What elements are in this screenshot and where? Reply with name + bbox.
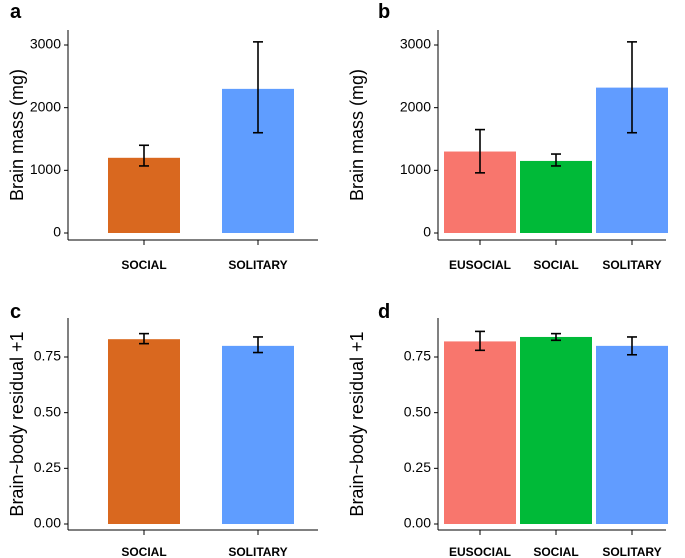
error-bar-solitary [253, 336, 263, 354]
x-tick-label: EUSOCIAL [449, 545, 511, 558]
x-tick-label: SOLITARY [228, 545, 287, 558]
panel-b: b Brain mass (mg) 0 1000 2000 3000 EUSOCIAL SOC… [347, 1, 668, 272]
panel-c: c Brain~body residual +1 0.00 0.25 0.50 0.75 S… [7, 301, 318, 558]
y-axis-label: Brain~body residual +1 [347, 331, 367, 516]
y-tick-label: 0.75 [34, 348, 61, 364]
bar-social [108, 157, 180, 233]
x-tick-label: SOLITARY [602, 545, 661, 558]
y-tick-label: 2000 [30, 98, 61, 114]
error-bar-eusocial [475, 330, 485, 352]
bar-social [108, 339, 180, 524]
bar-eusocial [444, 341, 516, 524]
y-tick-label: 0.25 [34, 459, 61, 475]
y-tick-label: 0.00 [34, 515, 61, 531]
x-tick-label: SOCIAL [533, 258, 578, 272]
y-tick-label: 0.00 [404, 515, 431, 531]
panel-d: d Brain~body residual +1 0.00 0.25 0.50 0.75 E… [347, 301, 668, 558]
y-tick-label: 2000 [400, 98, 431, 114]
y-tick-label: 3000 [400, 36, 431, 52]
x-tick-label: SOCIAL [121, 545, 166, 558]
y-axis-label: Brain mass (mg) [7, 69, 27, 201]
y-tick-label: 1000 [30, 161, 61, 177]
bar-social [520, 160, 592, 233]
y-tick-label: 0 [423, 224, 431, 240]
y-axis-label: Brain mass (mg) [347, 69, 367, 201]
x-tick-label: SOCIAL [533, 545, 578, 558]
y-tick-label: 1000 [400, 161, 431, 177]
panel-letter-b: b [378, 1, 390, 23]
error-bar-social [551, 153, 561, 167]
bar-solitary [222, 345, 294, 524]
bar-social [520, 336, 592, 524]
bar-solitary [596, 345, 668, 524]
x-tick-label: SOLITARY [602, 258, 661, 272]
error-bar-eusocial [475, 128, 485, 174]
panel-a: a Brain mass (mg) 0 1000 2000 3000 SOCIAL SOLIT… [7, 1, 318, 272]
panel-letter-d: d [378, 301, 390, 323]
error-bar-solitary [627, 336, 637, 356]
x-tick-label: EUSOCIAL [449, 258, 511, 272]
y-axis-label: Brain~body residual +1 [7, 331, 27, 516]
error-bar-social [139, 144, 149, 167]
error-bar-social [139, 332, 149, 345]
panel-letter-c: c [10, 301, 21, 323]
y-tick-label: 0 [53, 224, 61, 240]
y-tick-label: 0.50 [404, 403, 431, 419]
y-tick-label: 0.25 [404, 459, 431, 475]
error-bar-solitary [253, 41, 263, 134]
error-bar-social [551, 332, 561, 342]
y-tick-label: 0.50 [34, 403, 61, 419]
x-tick-label: SOLITARY [228, 258, 287, 272]
y-tick-label: 0.75 [404, 348, 431, 364]
panel-letter-a: a [10, 1, 22, 23]
x-tick-label: SOCIAL [121, 258, 166, 272]
error-bar-solitary [627, 41, 637, 134]
y-tick-label: 3000 [30, 36, 61, 52]
